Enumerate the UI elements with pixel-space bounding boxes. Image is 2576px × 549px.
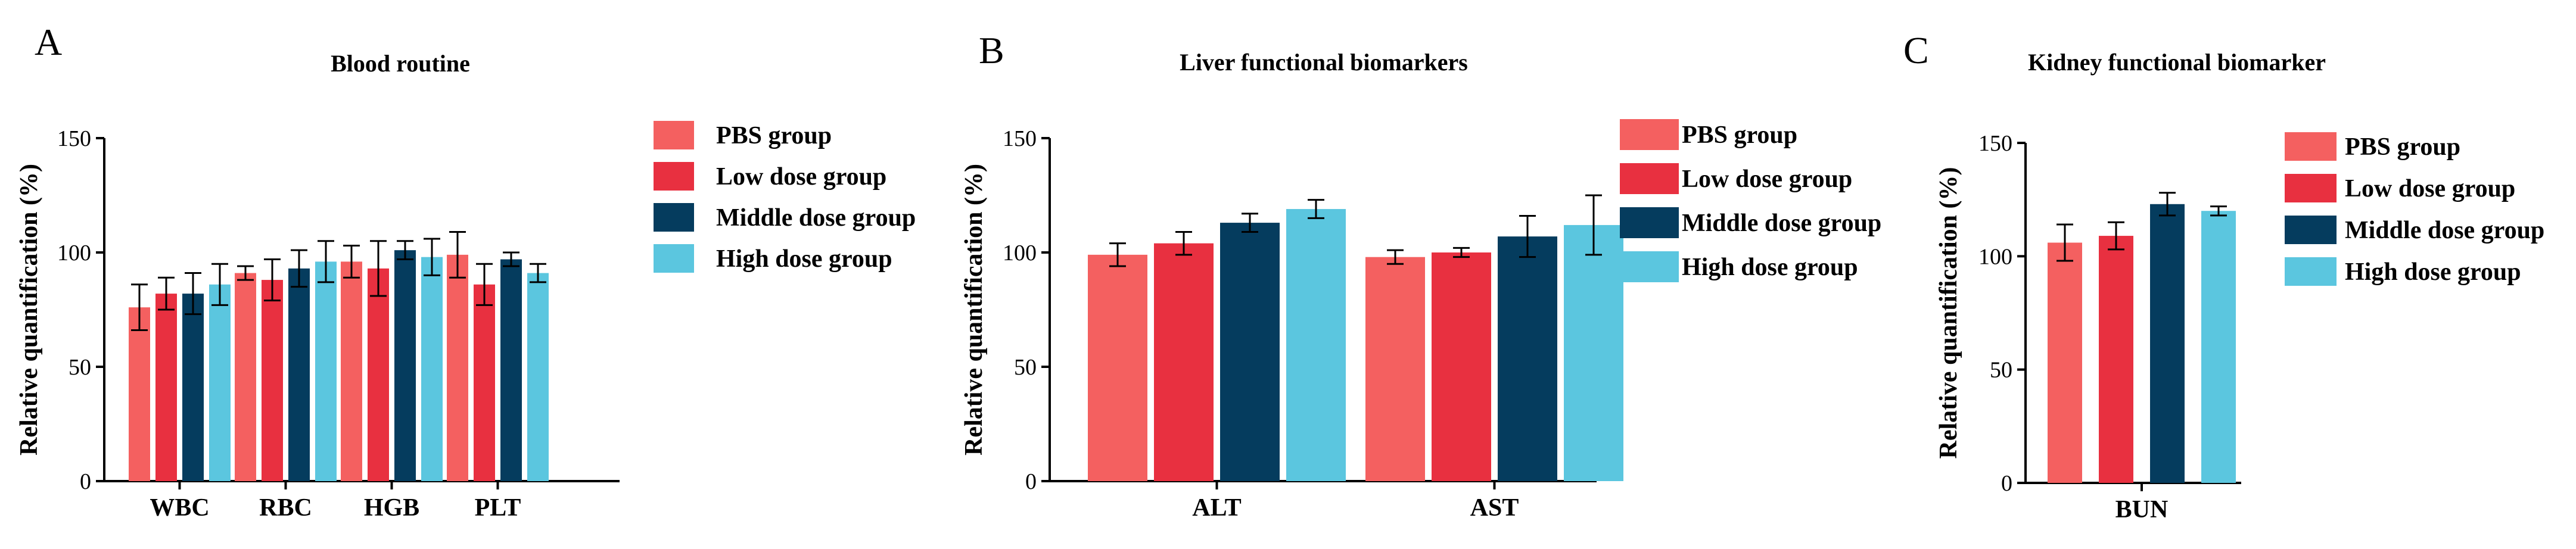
panel-a-legend-swatch-low-dose (654, 162, 694, 191)
panel-a-bar-wbc-middle-dose (182, 294, 204, 481)
panel-a-bar-wbc-pbs (129, 307, 150, 481)
panel-a-x-tick-label-plt: PLT (475, 494, 521, 522)
panel-b-x-tick-label-alt: ALT (1192, 494, 1242, 522)
panel-a-x-tick-label-hgb: HGB (364, 494, 419, 522)
panel-b-x-tick-label-ast: AST (1470, 494, 1519, 522)
panel-c-y-tick-label: 50 (1990, 358, 2012, 383)
panel-a-title: Blood routine (331, 50, 470, 77)
panel-a-legend-label-pbs: PBS group (716, 122, 832, 149)
panel-a-bar-hgb-high-dose (421, 257, 443, 481)
panel-b-title: Liver functional biomarkers (1180, 49, 1468, 76)
panel-a-bar-wbc-low-dose (155, 294, 177, 481)
panel-a-legend-swatch-high-dose (654, 244, 694, 273)
panel-b-y-tick-label: 0 (1025, 469, 1037, 494)
panel-b-legend-swatch-pbs (1620, 119, 1679, 150)
panel-a-bar-rbc-low-dose (262, 280, 283, 481)
panel-c: C Kidney functional biomarker Relative qua… (1903, 29, 2544, 523)
panel-c-y-tick-label: 0 (2001, 471, 2012, 496)
panel-b-legend-label-pbs: PBS group (1682, 121, 1797, 149)
panel-a-bar-hgb-low-dose (368, 268, 389, 481)
panel-b-bar-ast-pbs (1365, 257, 1425, 481)
panel-c-legend: PBS group Low dose group Middle dose group… (2285, 132, 2544, 286)
panel-a-legend: PBS group Low dose group Middle dose group… (654, 121, 916, 273)
panel-c-legend-swatch-high-dose (2285, 257, 2337, 286)
panel-a-legend-swatch-middle-dose (654, 203, 694, 232)
panel-c-legend-label-pbs: PBS group (2345, 133, 2460, 161)
panel-b-bar-ast-low-dose (1432, 252, 1491, 481)
panel-b-legend-swatch-middle-dose (1620, 207, 1679, 238)
panel-c-bar-bun-high-dose (2201, 211, 2236, 483)
panel-a-bar-plt-high-dose (527, 273, 549, 481)
panel-a-bar-plt-middle-dose (500, 259, 522, 481)
panel-a-legend-swatch-pbs (654, 121, 694, 149)
panel-a-y-tick-label: 150 (57, 126, 91, 151)
panel-a-bar-plt-low-dose (474, 284, 495, 481)
panel-b-legend-swatch-high-dose (1620, 251, 1679, 282)
panel-a-y-tick-label: 0 (80, 469, 91, 494)
panel-a-letter: A (35, 21, 62, 63)
panel-c-y-axis-label: Relative quantification (%) (1935, 167, 1962, 459)
panel-c-legend-swatch-pbs (2285, 132, 2337, 161)
panel-b-legend-label-middle-dose: Middle dose group (1682, 210, 1881, 237)
panel-a-legend-label-low-dose: Low dose group (716, 163, 886, 191)
panel-a-bar-rbc-middle-dose (288, 268, 310, 481)
panel-c-legend-swatch-low-dose (2285, 174, 2337, 202)
panel-b-bar-ast-high-dose (1564, 224, 1623, 481)
panel-b-y-tick-label: 100 (1003, 241, 1037, 266)
panel-a-legend-label-high-dose: High dose group (716, 245, 892, 273)
panel-a-bar-rbc-high-dose (315, 261, 337, 481)
panel-b-legend-label-low-dose: Low dose group (1682, 166, 1852, 193)
panel-c-y-tick-label: 100 (1978, 244, 2012, 269)
panel-b-bar-alt-pbs (1088, 254, 1147, 481)
panel-b-bar-ast-middle-dose (1498, 236, 1557, 481)
panel-c-bar-bun-low-dose (2099, 236, 2133, 483)
panel-b-y-tick-label: 50 (1014, 355, 1037, 380)
panel-a-x-tick-label-rbc: RBC (259, 494, 312, 522)
panel-c-letter: C (1903, 29, 1929, 71)
panel-b-legend-swatch-low-dose (1620, 163, 1679, 194)
panel-b: B Liver functional biomarkers Relative qua… (960, 29, 1881, 522)
panel-b-bar-alt-low-dose (1154, 243, 1214, 481)
panel-a-bar-hgb-middle-dose (394, 250, 416, 481)
panel-a-bar-rbc-pbs (235, 273, 256, 481)
panel-b-y-tick-label: 150 (1003, 126, 1037, 151)
panel-c-bar-bun-pbs (2048, 242, 2082, 483)
panel-c-y-tick-label: 150 (1978, 131, 2012, 156)
panel-a: A Blood routine Relative quantification (%… (15, 21, 916, 522)
panel-c-bar-bun-middle-dose (2150, 204, 2185, 483)
panel-c-x-tick-label-bun: BUN (2115, 496, 2169, 523)
panel-a-bar-wbc-high-dose (209, 284, 231, 481)
panel-a-x-tick-label-wbc: WBC (150, 494, 209, 522)
panel-a-y-tick-label: 50 (69, 355, 91, 380)
panel-a-legend-label-middle-dose: Middle dose group (716, 204, 916, 232)
panel-b-legend-label-high-dose: High dose group (1682, 254, 1858, 281)
panel-c-legend-label-high-dose: High dose group (2345, 258, 2521, 286)
panel-a-bar-hgb-pbs (341, 261, 362, 481)
panel-b-bar-alt-high-dose (1286, 209, 1346, 481)
panel-c-title: Kidney functional biomarker (2028, 49, 2326, 76)
panel-c-legend-label-middle-dose: Middle dose group (2345, 217, 2544, 244)
panel-c-legend-swatch-middle-dose (2285, 216, 2337, 244)
panel-c-legend-label-low-dose: Low dose group (2345, 175, 2515, 202)
panel-b-legend: PBS group Low dose group Middle dose group… (1620, 119, 1881, 282)
panel-a-y-tick-label: 100 (57, 241, 91, 266)
panel-b-letter: B (979, 29, 1004, 71)
panel-b-y-axis-label: Relative quantification (%) (960, 164, 988, 456)
panel-a-y-axis-label: Relative quantification (%) (15, 164, 43, 456)
panel-b-bar-alt-middle-dose (1220, 223, 1280, 481)
panel-a-bar-plt-pbs (447, 254, 468, 481)
